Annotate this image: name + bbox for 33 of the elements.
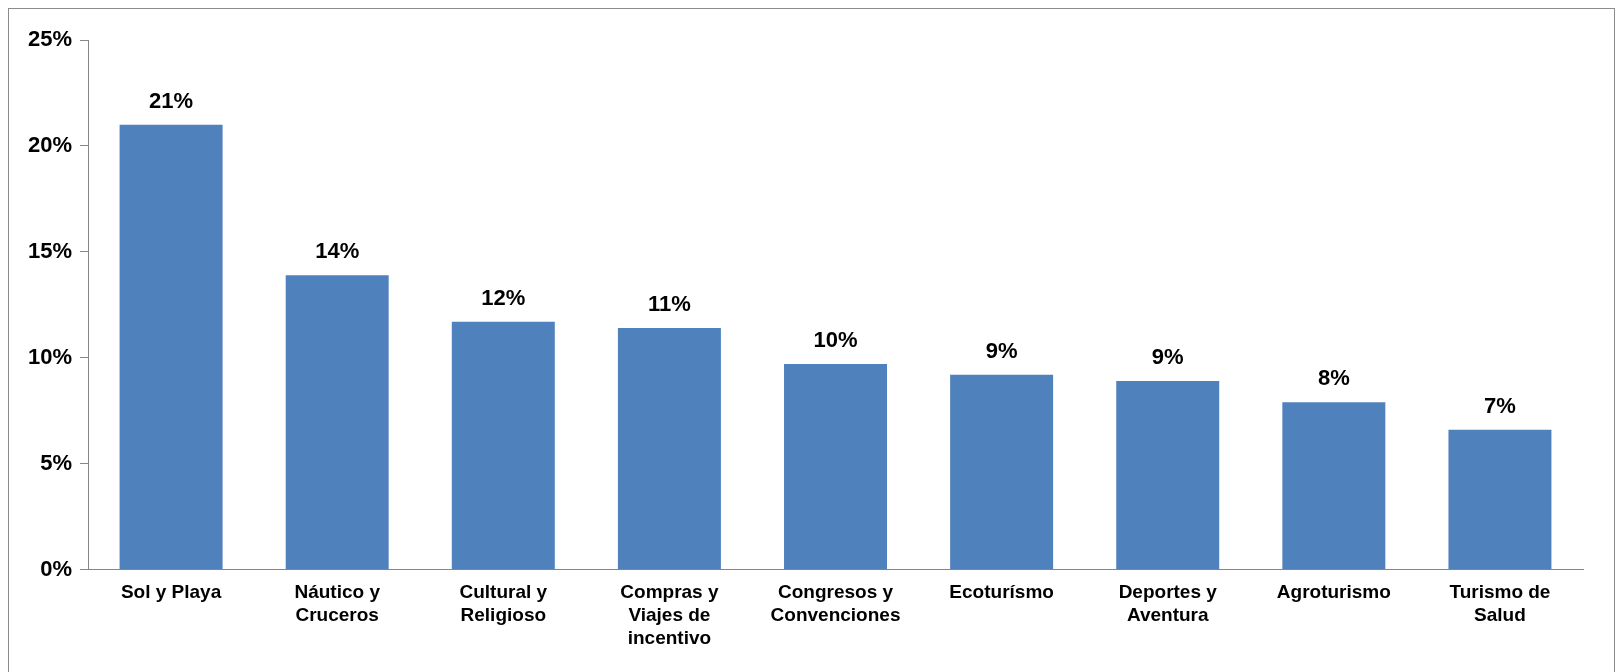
x-tick-label: Congresos y Convenciones [770,581,901,626]
y-tick-label: 0% [40,555,73,581]
data-label: 9% [985,337,1018,363]
data-label: 21% [149,87,194,113]
x-tick-label: Náutico y Cruceros [294,581,381,626]
bar [119,124,223,570]
x-tick-label: Compras y Viajes de incentivo [620,581,719,648]
bar [451,321,555,570]
bar [285,275,389,570]
data-label: 10% [813,327,858,353]
x-tick-label: Agroturismo [1276,581,1391,603]
data-label: 7% [1484,392,1516,418]
data-label: 12% [481,284,526,310]
bar [950,374,1054,570]
bar [1116,381,1220,570]
y-tick-label: 20% [27,131,73,157]
y-tick-label: 25% [27,26,73,52]
bar [617,328,721,570]
x-tick-label: Sol y Playa [120,581,222,603]
x-tick-label: Deportes y Aventura [1118,581,1218,626]
x-tick-label: Turismo de Salud [1449,581,1551,626]
bar [1282,402,1386,570]
y-tick-label: 15% [27,237,73,263]
data-label: 9% [1151,344,1184,370]
x-tick-label: Ecoturísmo [949,581,1054,603]
y-tick-label: 10% [27,343,73,369]
x-tick-label: Cultural y Religioso [459,581,548,626]
y-tick-label: 5% [40,449,73,475]
bar [1448,429,1552,570]
data-label: 11% [647,291,691,317]
data-label: 14% [315,238,360,264]
data-label: 8% [1317,365,1350,391]
bar [784,364,888,570]
